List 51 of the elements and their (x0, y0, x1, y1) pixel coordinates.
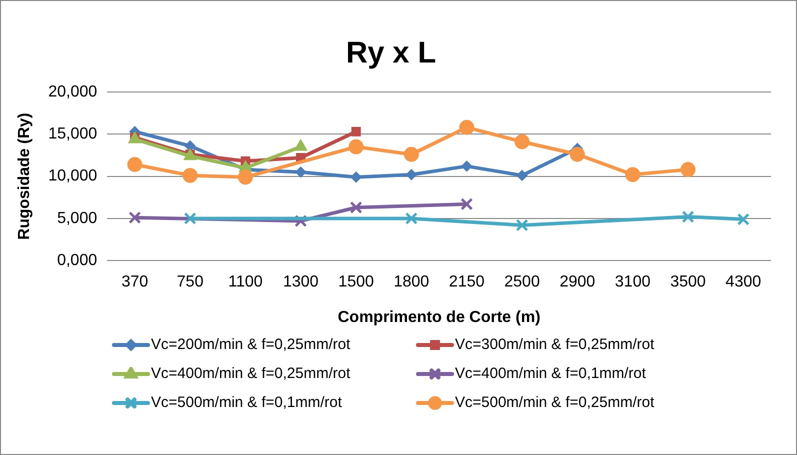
point (238, 170, 253, 185)
y-tick-label: 20,000 (48, 83, 98, 100)
point (516, 218, 528, 232)
point (682, 210, 694, 223)
legend-label: Vc=200m/min & f=0,25mm/rot (151, 336, 350, 353)
x-tick-label: 2150 (448, 274, 485, 291)
x-tick-label: 2900 (560, 274, 596, 291)
point (405, 212, 418, 225)
point (348, 139, 364, 154)
point (350, 172, 362, 183)
point (570, 146, 585, 162)
x-tick-label: 750 (176, 274, 204, 291)
point (184, 212, 196, 225)
point (737, 213, 750, 226)
point (406, 169, 417, 180)
point (516, 170, 528, 181)
point (680, 162, 696, 178)
point (461, 160, 472, 172)
y-axis-title: Rugosidade (Ry) (16, 112, 34, 240)
point (351, 126, 361, 136)
point (459, 120, 474, 135)
point (184, 140, 196, 152)
point (128, 211, 141, 224)
y-tick-label: 0,000 (57, 252, 98, 270)
x-axis-title: Comprimento de Corte (m) (338, 308, 540, 326)
x-tick-label: 1500 (338, 274, 374, 291)
x-tick-label: 1800 (394, 274, 430, 291)
legend-label: Vc=300m/min & f=0,25mm/rot (455, 336, 654, 353)
point (182, 168, 198, 183)
y-tick-label: 10,000 (48, 168, 98, 185)
y-tick-label: 15,000 (48, 126, 98, 143)
legend-label: Vc=400m/min & f=0,25mm/rot (151, 365, 350, 382)
point (295, 166, 306, 178)
point (350, 201, 362, 214)
point (625, 167, 640, 182)
x-tick-label: 370 (121, 274, 148, 291)
legend-label: Vc=500m/min & f=0,25mm/rot (455, 394, 654, 411)
point (127, 157, 142, 172)
x-tick-label: 1100 (228, 274, 263, 291)
x-tick-label: 3100 (614, 274, 651, 291)
chart-title: Ry x L (346, 36, 436, 70)
legend-label: Vc=400m/min & f=0,1mm/rot (455, 365, 646, 382)
x-tick-label: 4300 (726, 274, 762, 291)
point (514, 134, 530, 150)
x-tick-label: 3500 (670, 274, 706, 291)
legend-label: Vc=500m/min & f=0,1mm/rot (151, 394, 342, 411)
point (404, 146, 419, 162)
x-tick-label: 1300 (282, 274, 319, 291)
point (460, 198, 473, 210)
x-tick-label: 2500 (504, 274, 540, 291)
y-tick-label: 5,000 (57, 210, 98, 227)
